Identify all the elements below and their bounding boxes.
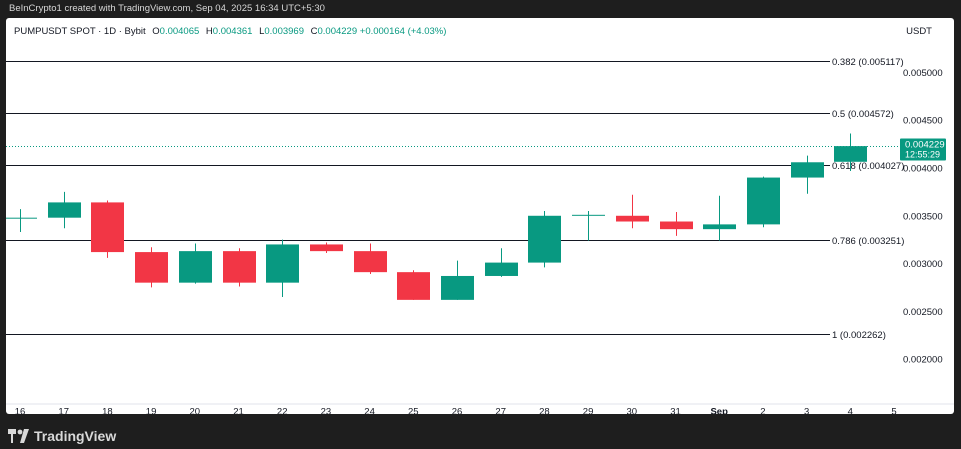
- currency-label[interactable]: USDT: [906, 26, 932, 37]
- candle-body: [616, 215, 649, 222]
- open-key: O: [152, 26, 160, 37]
- candle-body: [485, 262, 518, 276]
- close-value: 0.004229: [317, 26, 358, 37]
- candle-body: [6, 217, 37, 219]
- x-tick-label: 2: [760, 406, 765, 414]
- y-tick-label: 0.002000: [903, 355, 943, 366]
- x-tick-label: 27: [495, 406, 506, 414]
- high-key: H: [205, 26, 213, 37]
- brand-text: TradingView: [34, 428, 117, 444]
- x-tick-label: 25: [408, 406, 419, 414]
- x-tick-label: 22: [277, 406, 288, 414]
- close-key: C: [310, 26, 318, 37]
- x-tick-label: 29: [583, 406, 594, 414]
- candle-body: [703, 224, 736, 230]
- x-tick-label: 30: [627, 406, 638, 414]
- candle-body: [747, 177, 780, 225]
- fib-level-label: 0.618 (0.004027): [832, 161, 904, 172]
- x-tick-label: 28: [539, 406, 550, 414]
- candle-body: [223, 251, 256, 283]
- candle-body: [441, 275, 474, 300]
- price-tag-countdown: 12:55:29: [905, 150, 940, 160]
- fib-label-background: [830, 330, 888, 341]
- x-tick-label: 26: [452, 406, 463, 414]
- y-tick-label: 0.005000: [903, 68, 943, 79]
- chart-panel[interactable]: 0.382 (0.005117) 0.5 (0.004572) 0.618 (0.0…: [6, 18, 954, 414]
- price-tag: [900, 138, 946, 161]
- y-tick-label: 0.004500: [903, 116, 943, 127]
- change-value: +0.000164 (+4.03%): [359, 26, 447, 37]
- x-tick-label: 4: [848, 406, 853, 414]
- x-tick-label: 20: [190, 406, 201, 414]
- x-tick-label: 24: [364, 406, 375, 414]
- candle-body: [397, 272, 430, 300]
- x-tick-label: 18: [102, 406, 113, 414]
- y-tick-label: 0.003000: [903, 259, 943, 270]
- fib-label-background: [830, 57, 906, 68]
- y-tick-label: 0.003500: [903, 211, 943, 222]
- fib-level-label: 1 (0.002262): [832, 330, 886, 341]
- low-key: L: [259, 26, 265, 37]
- x-tick-label: 19: [146, 406, 157, 414]
- tradingview-logo-icon: [8, 429, 29, 443]
- candle-body: [354, 251, 387, 273]
- x-tick-label: 21: [233, 406, 244, 414]
- attribution-bar: BeInCrypto1 created with TradingView.com…: [0, 0, 961, 18]
- price-tag-value: 0.004229: [905, 140, 945, 151]
- fib-label-background: [830, 236, 907, 247]
- fib-level-label: 0.382 (0.005117): [832, 57, 904, 68]
- candle-body: [48, 202, 81, 218]
- candlestick-chart[interactable]: 0.382 (0.005117) 0.5 (0.004572) 0.618 (0.0…: [6, 18, 954, 414]
- fib-label-background: [830, 109, 896, 120]
- x-tick-label: 3: [804, 406, 809, 414]
- candle-body: [266, 244, 299, 283]
- candle-body: [660, 221, 693, 230]
- fib-level-label: 0.5 (0.004572): [832, 109, 894, 120]
- attribution-text: BeInCrypto1 created with TradingView.com…: [9, 3, 325, 14]
- candle-body: [834, 146, 867, 162]
- candle-body: [91, 202, 124, 253]
- fib-level-label: 0.786 (0.003251): [832, 236, 904, 247]
- candle-body: [135, 252, 168, 283]
- x-tick-label: 31: [670, 406, 681, 414]
- candle-body: [179, 251, 212, 283]
- candle-body: [791, 162, 824, 178]
- high-value: 0.004361: [212, 26, 253, 37]
- tradingview-footer: TradingView: [8, 426, 116, 446]
- x-tick-label: 17: [58, 406, 69, 414]
- fib-label-background: [830, 161, 907, 172]
- candle-body: [572, 214, 605, 216]
- x-tick-label: 5: [891, 406, 896, 414]
- y-tick-label: 0.002500: [903, 307, 943, 318]
- symbol-label[interactable]: PUMPUSDT SPOT · 1D · Bybit: [14, 26, 146, 37]
- y-tick-label: 0.004000: [903, 164, 943, 175]
- open-value: 0.004065: [159, 26, 200, 37]
- x-tick-label: 23: [321, 406, 332, 414]
- x-tick-label: Sep: [710, 406, 728, 414]
- ohlc-legend: PUMPUSDT SPOT · 1D · Bybit O0.004065 H0.…: [14, 26, 446, 37]
- candle-body: [310, 244, 343, 252]
- low-value: 0.003969: [264, 26, 304, 37]
- x-tick-label: 16: [15, 406, 26, 414]
- candle-body: [528, 215, 561, 263]
